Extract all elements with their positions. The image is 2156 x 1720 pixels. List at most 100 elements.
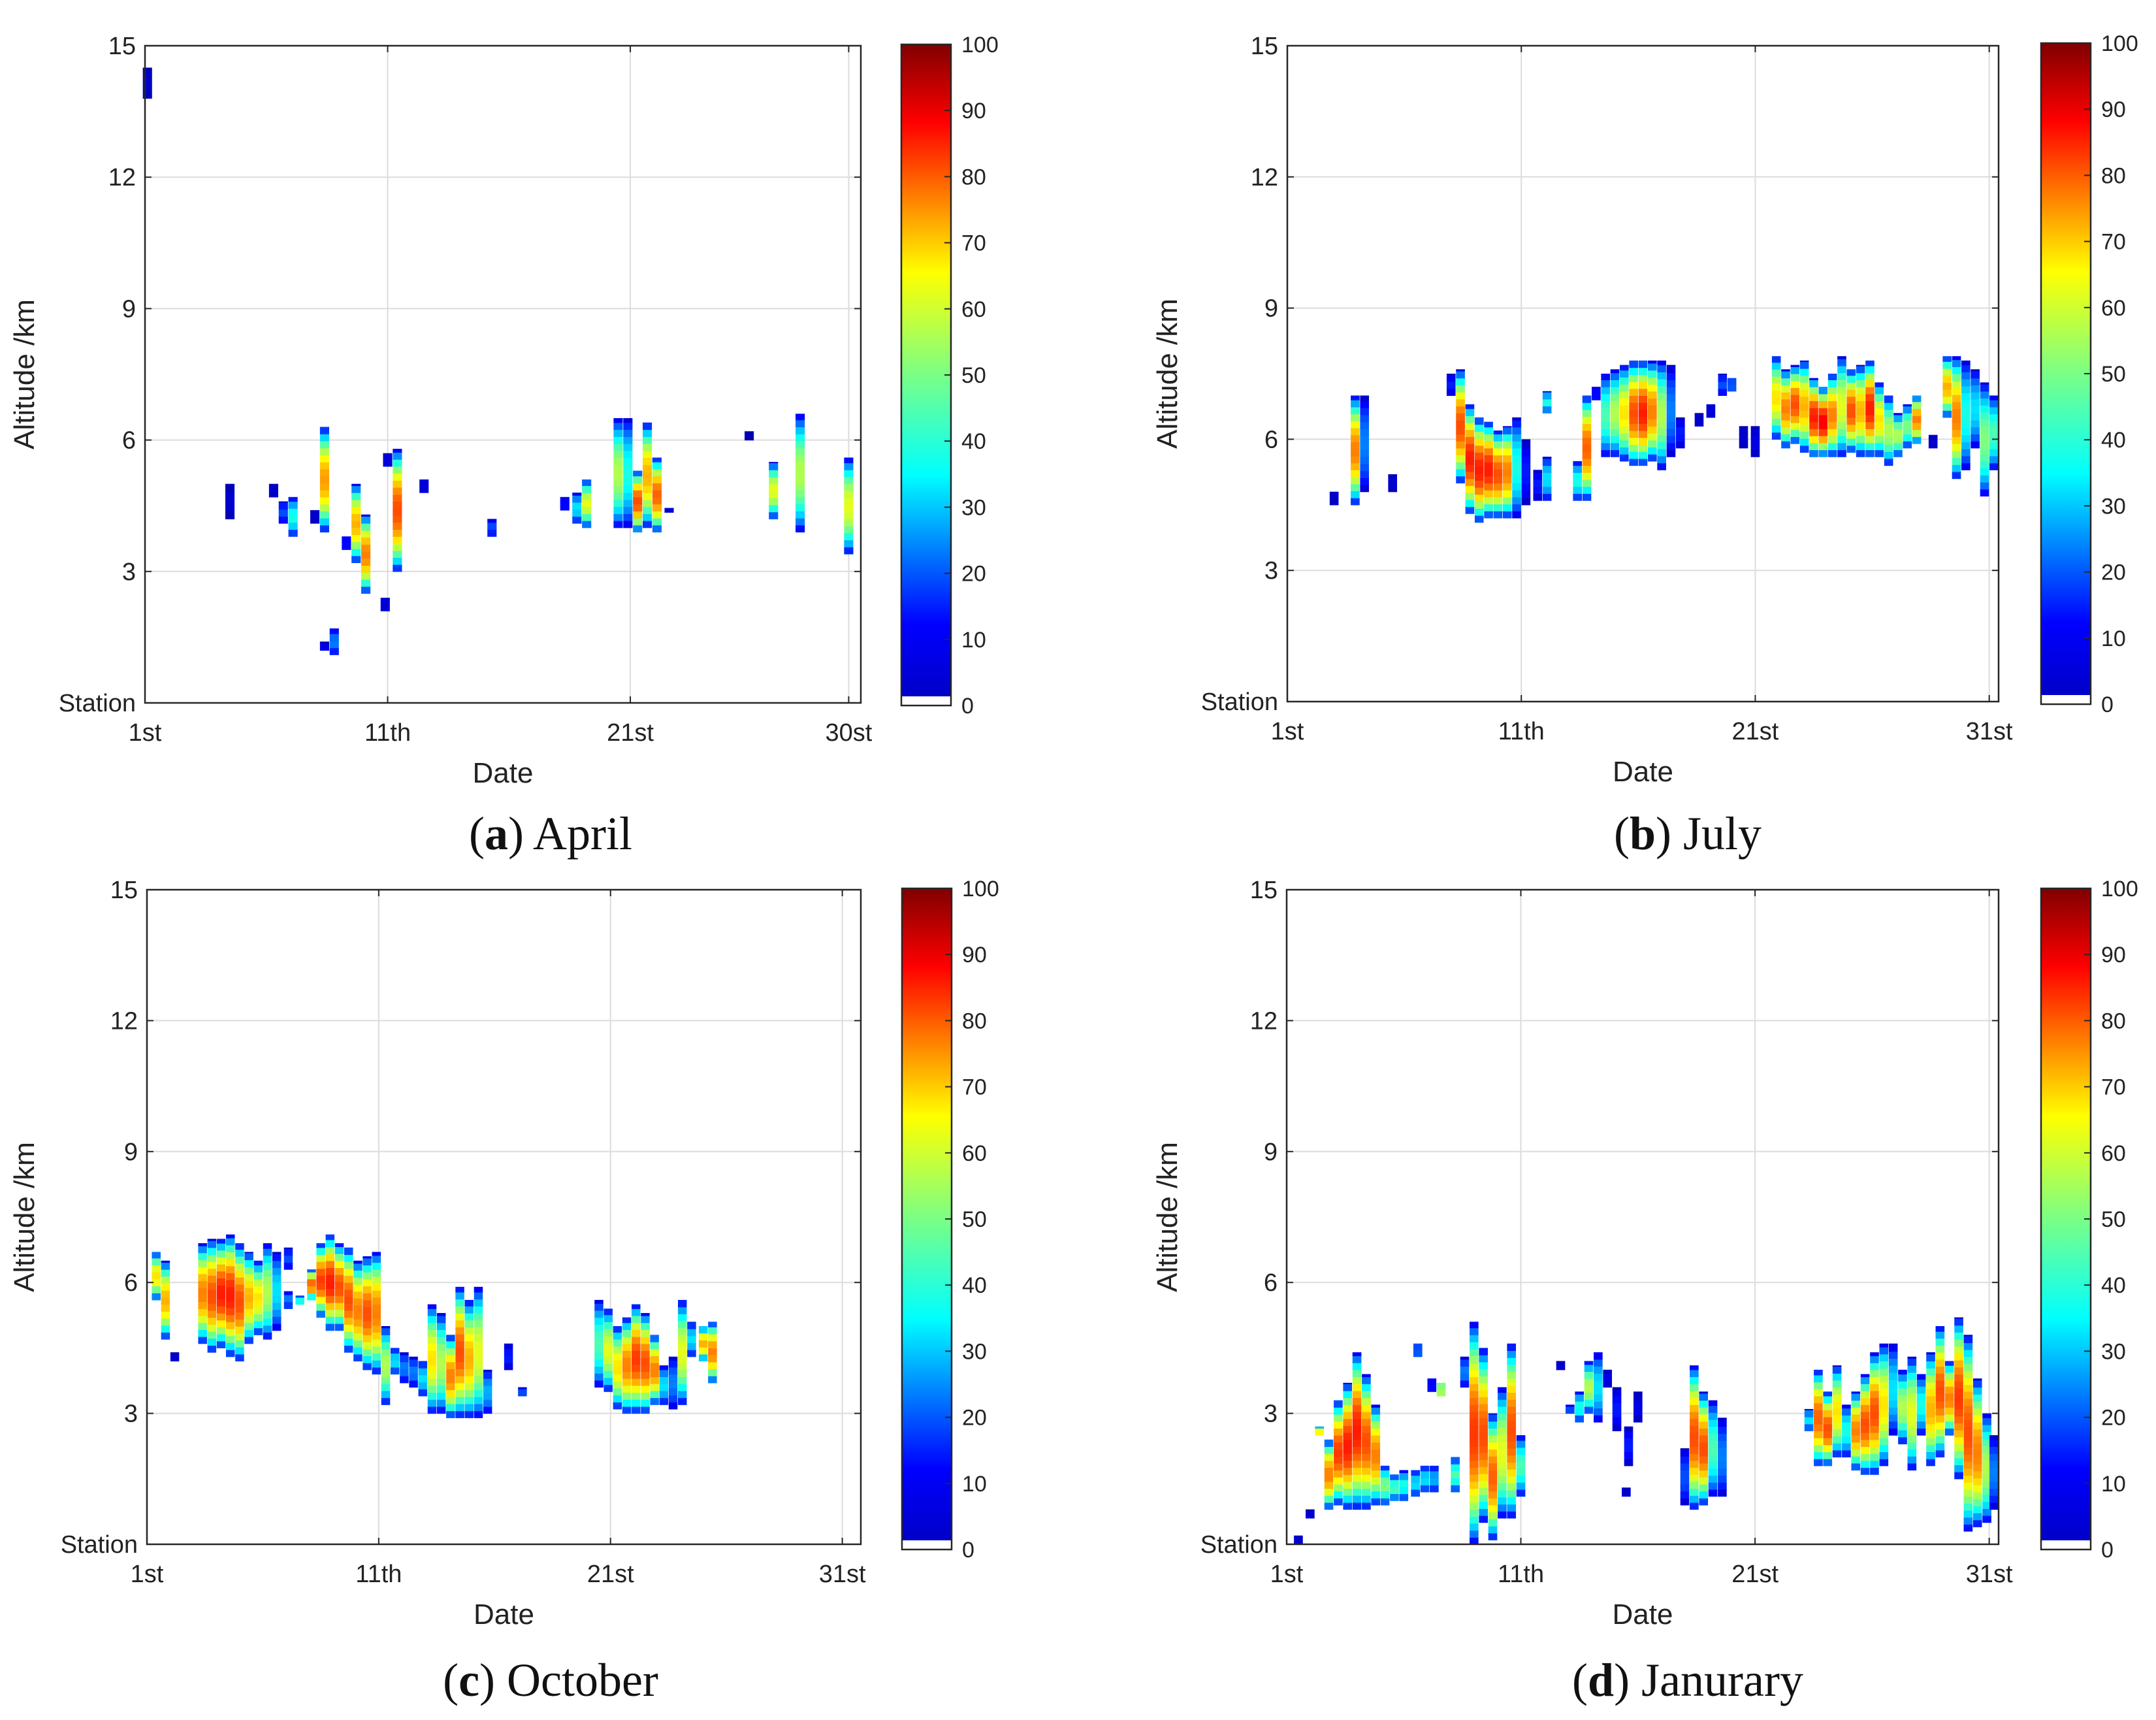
data-cell [1594,1415,1603,1423]
data-cell [1352,1439,1362,1447]
data-cell [1827,436,1837,444]
data-cell [1351,491,1360,498]
data-cell [1980,489,1989,497]
data-column [152,1252,161,1301]
data-cell [1856,380,1865,387]
data-cell [1888,1386,1898,1394]
data-cell [487,519,497,523]
data-cell [1666,408,1676,415]
data-cell [418,1374,428,1383]
data-cell [1399,1472,1409,1480]
data-cell [1814,1438,1823,1446]
data-cell [1718,374,1728,382]
data-cell [1926,1354,1935,1362]
data-cell [708,1340,717,1348]
data-cell [342,536,351,544]
data-cell [362,1363,372,1371]
data-cell [152,1293,161,1301]
data-cell [622,1343,632,1352]
data-cell [632,1337,641,1344]
data-cell [613,1381,622,1389]
data-cell [1804,1423,1814,1431]
data-cell [1512,427,1521,434]
data-cell [1865,387,1874,395]
data-cell [244,1252,253,1261]
data-column [1446,374,1456,397]
data-cell [344,1310,353,1318]
data-column [1666,365,1676,457]
data-cell [1294,1535,1303,1538]
data-cell [283,1248,293,1256]
data-cell [1818,400,1828,408]
data-cell [796,490,805,498]
data-cell [1620,391,1629,399]
data-column [1846,369,1856,453]
data-cell [1648,419,1657,427]
data-column [572,493,582,524]
data-cell [1343,1453,1353,1461]
data-cell [1771,418,1781,426]
data-cell [1360,429,1370,436]
data-cell [1601,393,1610,402]
data-cell [1718,374,1728,375]
data-cell [483,1385,492,1393]
data-cell [1771,397,1781,405]
data-cell [1612,1410,1622,1418]
data-cell [1612,1403,1622,1410]
y-tick-label: 3 [122,559,136,586]
data-cell [769,470,779,478]
data-cell [1926,1410,1935,1418]
data-cell [1624,1438,1633,1446]
data-cell [1390,1480,1399,1487]
data-column [278,501,288,524]
data-cell [1989,434,1999,443]
data-cell [796,440,805,449]
colorbar-gradient [902,888,952,1540]
data-column [1533,470,1543,501]
data-cell [1961,421,1971,429]
data-cell [1989,449,1999,457]
data-cell [207,1303,217,1311]
data-cell [1972,1457,1982,1465]
data-cell [1470,1327,1479,1335]
data-column [1963,1335,1973,1532]
data-cell [613,429,623,437]
data-cell [244,1329,253,1337]
data-cell [1488,1519,1498,1527]
data-cell [1971,427,1980,434]
axes-box [144,44,862,704]
data-cell [487,522,497,530]
data-cell [1362,1488,1371,1496]
data-cell [1827,442,1837,451]
colorbar-tick-label: 70 [2101,1075,2126,1100]
data-cell [1708,1447,1718,1455]
data-cell [353,1312,362,1320]
data-cell [678,1314,687,1322]
data-column [1912,395,1922,444]
data-cell [464,1369,474,1376]
data-cell [226,1307,235,1316]
x-tick-label: 31st [819,1561,866,1588]
data-cell [325,1274,335,1282]
data-cell [1657,427,1666,436]
data-cell [464,1306,474,1314]
data-cell [1648,360,1657,364]
data-cell [1799,361,1809,369]
data-cell [1533,479,1543,487]
data-cell [1879,1431,1889,1438]
data-cell [641,1312,650,1316]
data-cell [1961,427,1971,436]
data-cell [1638,430,1648,438]
data-cell [161,1325,170,1333]
data-cell [1907,1435,1917,1443]
data-cell [361,530,371,538]
data-cell [1916,1414,1926,1422]
data-cell [1982,1494,1991,1502]
data-cell [1814,1431,1823,1438]
y-tick-label: 15 [1250,877,1278,904]
data-cell [1629,395,1638,403]
data-column [1633,1391,1643,1423]
data-column [1954,1317,1963,1480]
data-cell [372,1290,381,1298]
data-cell [319,476,329,483]
